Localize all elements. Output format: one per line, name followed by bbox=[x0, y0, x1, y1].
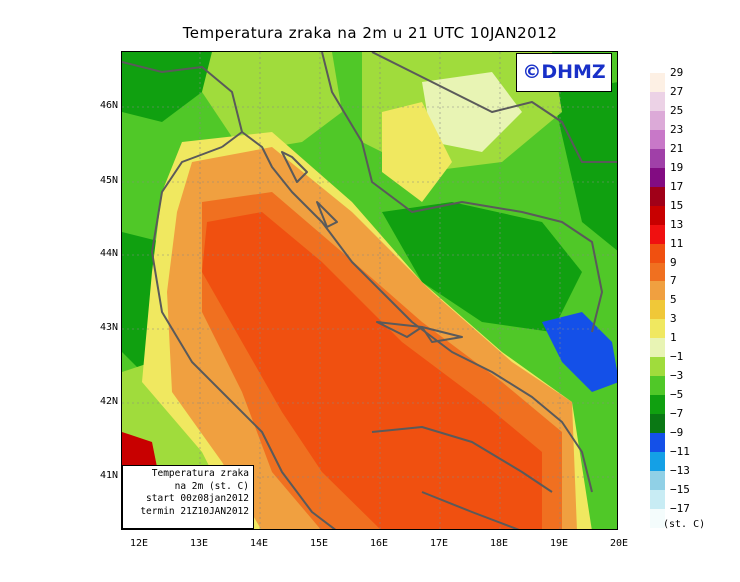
legend-swatch bbox=[650, 376, 665, 396]
legend-swatch bbox=[650, 338, 665, 358]
legend-swatch bbox=[650, 243, 665, 263]
legend-label: 27 bbox=[670, 84, 684, 98]
chart-title: Temperatura zraka na 2m u 21 UTC 10JAN20… bbox=[182, 24, 558, 42]
legend-label: −13 bbox=[670, 463, 690, 477]
legend-label: −7 bbox=[670, 407, 684, 421]
lat-label-46n: 46N bbox=[99, 100, 118, 111]
light-green-istria bbox=[202, 52, 342, 152]
legend-label: −3 bbox=[670, 369, 684, 383]
legend-swatch bbox=[650, 224, 665, 244]
legend-label: −11 bbox=[670, 445, 690, 458]
info-line-variable: Temperatura zraka bbox=[151, 468, 249, 479]
legend-label: 17 bbox=[670, 179, 684, 193]
dark-green-patch-serbia bbox=[552, 82, 617, 251]
lat-label-44n: 44N bbox=[99, 248, 118, 259]
legend-label: 1 bbox=[670, 331, 677, 345]
cold-spot-montenegro bbox=[542, 312, 617, 392]
yellow-zone-lika bbox=[382, 102, 452, 202]
legend-label: 19 bbox=[670, 160, 684, 174]
lat-label-45n: 45N bbox=[99, 175, 118, 186]
legend-swatch bbox=[650, 470, 665, 490]
lat-label-43n: 43N bbox=[99, 322, 118, 333]
legend-swatch bbox=[650, 414, 665, 434]
info-line-unit: na 2m (st. C) bbox=[174, 480, 249, 492]
lon-label-20e: 20E bbox=[609, 538, 629, 549]
legend-label: 29 bbox=[670, 66, 684, 79]
legend-label: 3 bbox=[670, 312, 677, 326]
legend-swatch bbox=[650, 508, 665, 528]
legend-label: 15 bbox=[670, 198, 684, 212]
legend-label: −9 bbox=[670, 426, 684, 440]
legend-label: −17 bbox=[670, 501, 690, 515]
dhmz-logo: ©DHMZ bbox=[516, 53, 612, 92]
info-line-termin: termin 21Z10JAN2012 bbox=[140, 505, 249, 517]
legend-swatch bbox=[650, 489, 665, 509]
dark-green-patch-bosnia bbox=[382, 202, 582, 332]
lat-label-42n: 42N bbox=[99, 396, 118, 407]
legend-swatch bbox=[650, 319, 665, 339]
info-box: Temperatura zraka na 2m (st. C) start 00… bbox=[122, 465, 254, 529]
lon-label-14e: 14E bbox=[249, 538, 269, 549]
legend-label: 23 bbox=[670, 122, 684, 136]
info-line-start: start 00z08jan2012 bbox=[146, 493, 249, 504]
legend-swatch bbox=[650, 129, 665, 149]
legend-swatch bbox=[650, 357, 665, 377]
legend-swatch bbox=[650, 186, 665, 206]
legend-swatch bbox=[650, 167, 665, 187]
legend-label: 9 bbox=[670, 255, 677, 269]
lon-label-15e: 15E bbox=[309, 538, 329, 549]
lon-label-13e: 13E bbox=[189, 538, 209, 549]
sea-warm-core bbox=[202, 212, 542, 529]
legend-swatch bbox=[650, 281, 665, 301]
lon-label-17e: 17E bbox=[429, 538, 449, 549]
legend-unit: (st. C) bbox=[663, 519, 706, 530]
lon-label-18e: 18E bbox=[489, 538, 509, 549]
legend-label: 7 bbox=[670, 274, 677, 288]
legend-label: −15 bbox=[670, 482, 690, 496]
legend-label: 5 bbox=[670, 293, 677, 307]
legend-label: 11 bbox=[670, 236, 684, 250]
pale-zone-north bbox=[422, 72, 522, 152]
legend-swatch bbox=[650, 262, 665, 282]
lon-label-19e: 19E bbox=[549, 538, 569, 549]
legend-swatch bbox=[650, 300, 665, 320]
coastline-borders bbox=[122, 52, 617, 529]
legend-swatch bbox=[650, 91, 665, 111]
legend-label: −1 bbox=[670, 350, 684, 364]
legend-swatch bbox=[650, 433, 665, 453]
legend-swatch bbox=[650, 452, 665, 471]
legend-swatch bbox=[650, 73, 665, 92]
lon-label-12e: 12E bbox=[129, 538, 149, 549]
legend-swatch bbox=[650, 395, 665, 415]
lon-label-16e: 16E bbox=[369, 538, 389, 549]
legend-label: 25 bbox=[670, 103, 684, 117]
legend-swatch bbox=[650, 148, 665, 168]
legend-label: 13 bbox=[670, 217, 684, 231]
legend-swatch bbox=[650, 205, 665, 225]
legend-label: 21 bbox=[670, 141, 684, 155]
legend-swatch bbox=[650, 110, 665, 130]
temperature-map bbox=[121, 51, 618, 530]
lat-label-41n: 41N bbox=[99, 470, 118, 481]
legend-label: −5 bbox=[670, 388, 684, 402]
